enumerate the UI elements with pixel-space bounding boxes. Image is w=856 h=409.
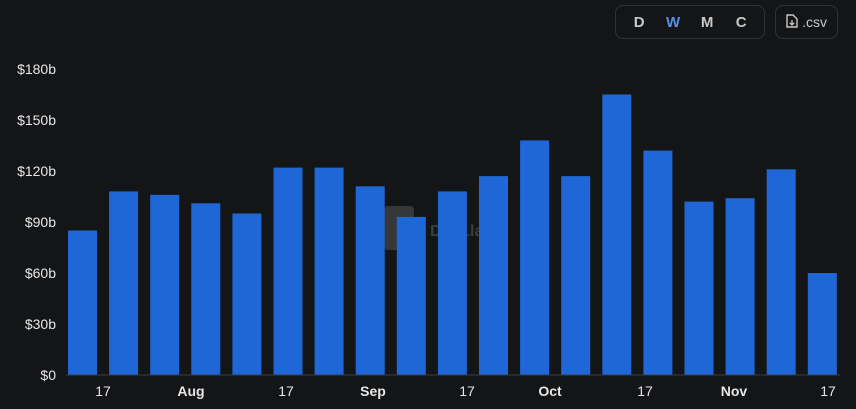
bar[interactable]: [355, 186, 385, 375]
x-tick-label: Oct: [538, 383, 562, 399]
x-tick-label: Nov: [721, 383, 748, 399]
bar[interactable]: [807, 273, 837, 375]
period-button-monthly[interactable]: M: [690, 7, 724, 37]
period-button-weekly[interactable]: W: [656, 7, 690, 37]
x-tick-label: 17: [459, 383, 475, 399]
x-tick-label: 17: [95, 383, 111, 399]
csv-download-button[interactable]: .csv: [775, 5, 838, 39]
bar[interactable]: [684, 201, 714, 375]
period-button-daily[interactable]: D: [622, 7, 656, 37]
x-tick-label: 17: [637, 383, 653, 399]
y-tick-label: $90b: [25, 214, 56, 230]
x-tick-label: 17: [278, 383, 294, 399]
bar[interactable]: [68, 230, 97, 376]
bar[interactable]: [561, 176, 591, 375]
bar[interactable]: [602, 94, 632, 376]
bars: [68, 94, 837, 376]
bar[interactable]: [109, 191, 139, 375]
bar[interactable]: [396, 216, 426, 375]
bar[interactable]: [191, 203, 221, 375]
y-tick-label: $180b: [17, 61, 56, 77]
watermark: DefiLlama: [384, 206, 507, 250]
x-tick-label: 17: [820, 383, 836, 399]
x-tick-label: Sep: [360, 383, 386, 399]
y-axis: $0 $30b $60b $90b $120b $150b $180b: [17, 61, 56, 383]
llama-logo-icon: [384, 206, 414, 250]
y-tick-label: $120b: [17, 163, 56, 179]
y-tick-label: $150b: [17, 112, 56, 128]
period-selector: D W M C: [615, 5, 766, 39]
y-tick-label: $30b: [25, 316, 56, 332]
period-button-cumulative[interactable]: C: [724, 7, 758, 37]
bar[interactable]: [725, 198, 755, 375]
bar[interactable]: [150, 194, 180, 375]
bar[interactable]: [314, 167, 344, 375]
bar[interactable]: [643, 150, 673, 375]
bar[interactable]: [520, 140, 550, 375]
bar[interactable]: [437, 191, 467, 375]
y-tick-label: $60b: [25, 265, 56, 281]
bar[interactable]: [232, 213, 262, 376]
x-axis: 17 Aug 17 Sep 17 Oct 17 Nov 17: [95, 383, 836, 399]
watermark-text: DefiLlama: [430, 223, 507, 240]
bar[interactable]: [766, 169, 796, 375]
csv-label: .csv: [802, 14, 827, 30]
x-tick-label: Aug: [177, 383, 204, 399]
file-download-icon: [786, 13, 798, 31]
y-tick-label: $0: [40, 367, 56, 383]
toolbar: D W M C .csv: [615, 5, 838, 39]
bar[interactable]: [273, 167, 303, 375]
bar[interactable]: [479, 176, 508, 375]
